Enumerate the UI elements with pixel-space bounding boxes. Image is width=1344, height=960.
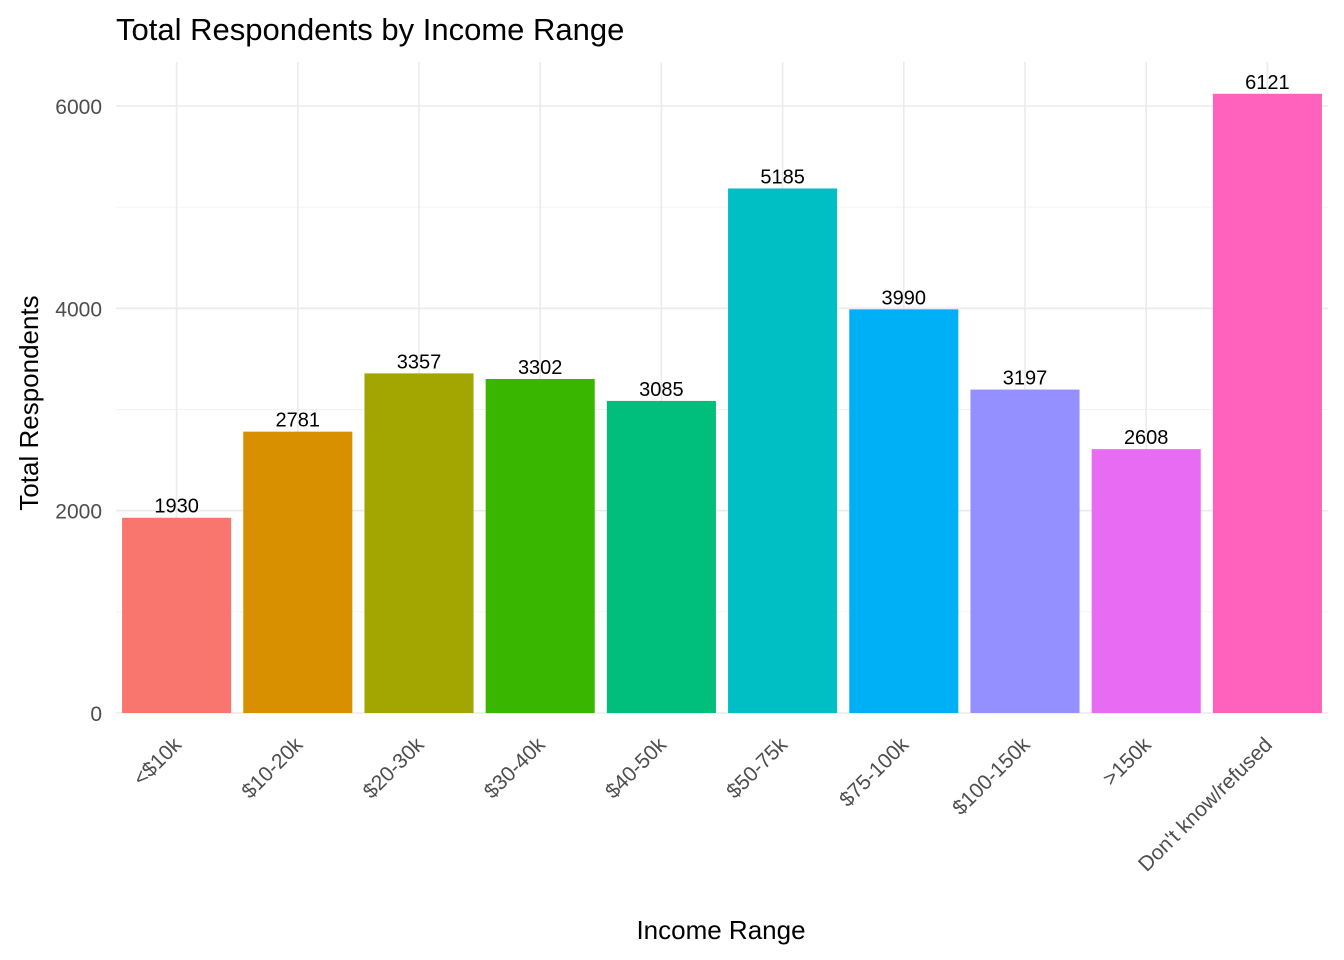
bar [1212,93,1322,713]
bar-value-label: 3197 [1003,368,1048,390]
x-tick-label: $30-40k [480,733,550,803]
bar-value-label: 1930 [154,496,199,518]
x-axis-title: Income Range [636,915,805,945]
bars: 1930 2781 3357 3302 3085 5185 3990 3197 2608 6121 [122,72,1322,714]
bar-value-label: 3085 [639,379,684,401]
bar [606,400,716,713]
x-tick-label: $75-100k [835,733,914,812]
bar-value-label: 5185 [760,166,805,188]
y-axis-ticks: 0 2000 4000 6000 [55,96,102,726]
bar [122,517,232,713]
y-tick-label: 0 [90,703,102,726]
y-axis-title: Total Respondents [14,295,44,510]
y-tick-label: 4000 [55,298,102,321]
bar-value-label: 2781 [276,410,321,432]
x-axis-ticks: <$10k $10-20k $20-30k $30-40k $40-50k $50-75k… [129,733,1277,876]
bar [970,389,1080,713]
bar-value-label: 3302 [518,357,563,379]
bar [728,188,838,714]
chart-title: Total Respondents by Income Range [116,12,624,47]
x-tick-label: $40-50k [601,733,671,803]
bar [485,378,595,713]
x-tick-label: Don't know/refused [1134,733,1277,876]
bar [849,309,959,713]
bar [243,431,353,713]
bar [364,373,474,713]
bar [1091,449,1201,713]
y-tick-label: 6000 [55,96,102,119]
x-tick-label: $100-150k [948,733,1035,820]
x-tick-label: $50-75k [722,733,792,803]
bar-value-label: 2608 [1124,427,1169,449]
x-tick-label: $20-30k [359,733,429,803]
bar-value-label: 3357 [397,351,442,373]
bar-value-label: 3990 [882,287,927,309]
x-tick-label: $10-20k [237,733,307,803]
bar-value-label: 6121 [1245,72,1290,94]
y-tick-label: 2000 [55,501,102,524]
x-tick-label: >150k [1099,733,1156,790]
x-tick-label: <$10k [129,733,186,790]
